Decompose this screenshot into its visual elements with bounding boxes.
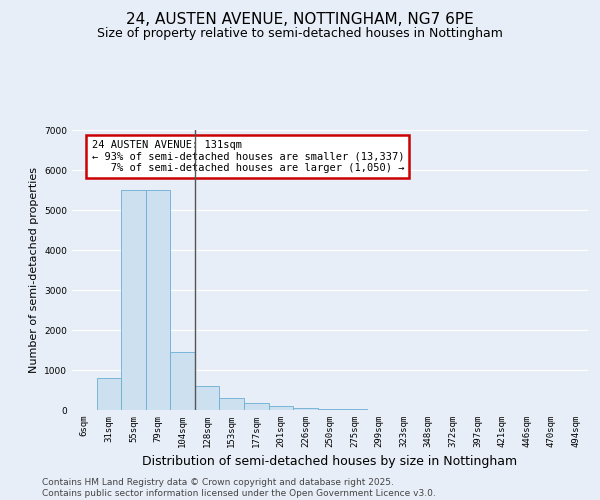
Bar [269, 406, 293, 410]
Bar [318, 409, 342, 410]
Text: Contains HM Land Registry data © Crown copyright and database right 2025.
Contai: Contains HM Land Registry data © Crown c… [42, 478, 436, 498]
Bar [195, 386, 220, 410]
X-axis label: Distribution of semi-detached houses by size in Nottingham: Distribution of semi-detached houses by … [142, 456, 518, 468]
Bar [146, 190, 170, 410]
Bar [121, 190, 146, 410]
Text: 24, AUSTEN AVENUE, NOTTINGHAM, NG7 6PE: 24, AUSTEN AVENUE, NOTTINGHAM, NG7 6PE [126, 12, 474, 28]
Bar [170, 352, 195, 410]
Bar [97, 378, 121, 410]
Bar [244, 403, 269, 410]
Text: 24 AUSTEN AVENUE: 131sqm
← 93% of semi-detached houses are smaller (13,337)
   7: 24 AUSTEN AVENUE: 131sqm ← 93% of semi-d… [92, 140, 404, 173]
Bar [220, 398, 244, 410]
Bar [293, 408, 318, 410]
Y-axis label: Number of semi-detached properties: Number of semi-detached properties [29, 167, 38, 373]
Text: Size of property relative to semi-detached houses in Nottingham: Size of property relative to semi-detach… [97, 28, 503, 40]
